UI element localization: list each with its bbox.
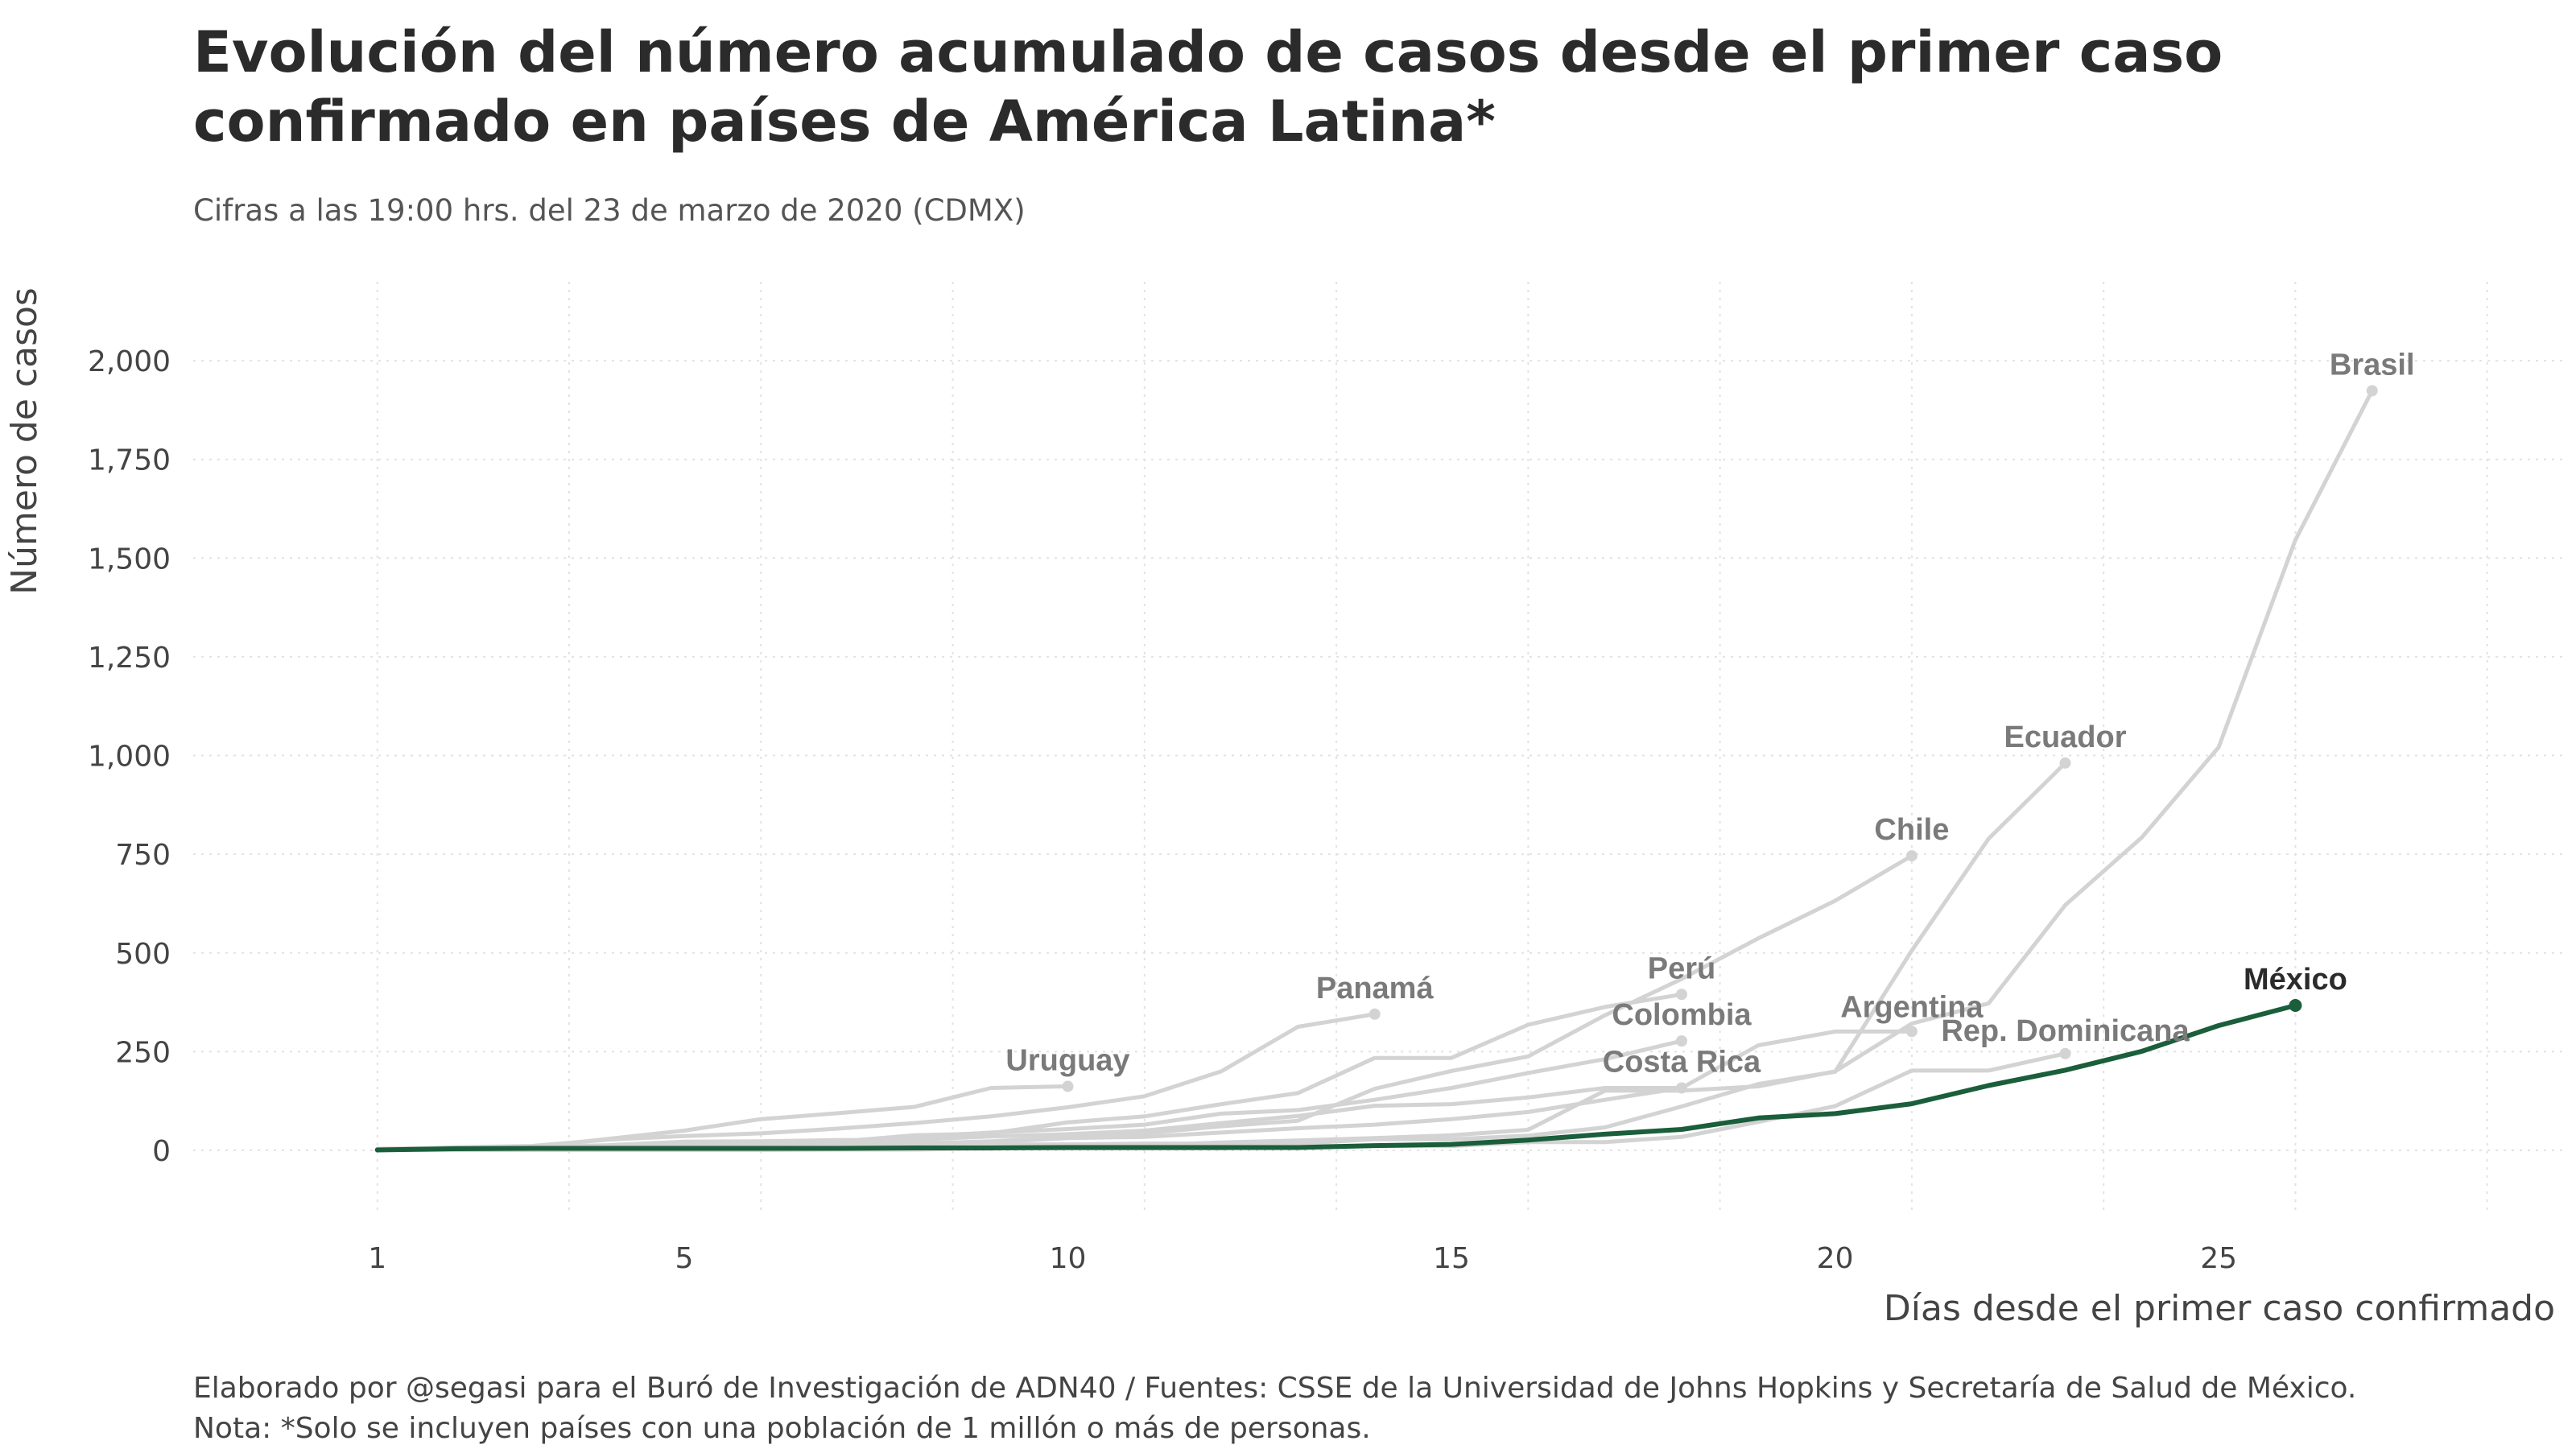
y-tick-label: 500 xyxy=(115,938,171,971)
caption-credits: Elaborado por @segasi para el Buró de In… xyxy=(193,1372,2357,1405)
endpoint-mexico xyxy=(2289,998,2302,1012)
series-labels: Uruguay Panamá Perú Colombia Costa Rica Chile… xyxy=(1005,348,2414,1079)
y-tick-label: 2,000 xyxy=(88,345,171,378)
x-axis-title: Días desde el primer caso confirmado xyxy=(1884,1288,2555,1329)
endpoint-ecuador xyxy=(2059,757,2071,769)
x-tick-label: 10 xyxy=(1050,1242,1087,1275)
endpoint-costa-rica xyxy=(1675,1082,1687,1094)
series-line-panama xyxy=(375,1012,1377,1152)
chart-subtitle: Cifras a las 19:00 hrs. del 23 de marzo … xyxy=(193,193,1026,228)
series-label-costa-rica: Costa Rica xyxy=(1603,1045,1761,1079)
x-tick-label: 5 xyxy=(675,1242,694,1275)
caption-note: Nota: *Solo se incluyen países con una p… xyxy=(193,1412,1371,1445)
series-line-ecuador xyxy=(375,761,2067,1152)
y-axis-title: Número de casos xyxy=(4,287,45,595)
series-lines xyxy=(374,388,2375,1153)
endpoint-brasil xyxy=(2366,385,2378,397)
grid-lines xyxy=(193,282,2564,1212)
y-tick-label: 750 xyxy=(115,839,171,872)
x-axis-ticks: 1 5 10 15 20 25 xyxy=(368,1242,2237,1275)
endpoint-argentina xyxy=(1905,1026,1918,1038)
series-label-chile: Chile xyxy=(1874,813,1949,847)
endpoint-uruguay xyxy=(1062,1080,1074,1092)
x-tick-label: 1 xyxy=(368,1242,386,1275)
series-label-colombia: Colombia xyxy=(1612,998,1752,1032)
chart-title: Evolución del número acumulado de casos … xyxy=(193,19,2223,155)
x-tick-label: 25 xyxy=(2200,1242,2237,1275)
y-tick-label: 0 xyxy=(152,1135,171,1168)
series-label-panama: Panamá xyxy=(1316,972,1435,1005)
endpoint-chile xyxy=(1905,850,1918,862)
series-label-ecuador: Ecuador xyxy=(2004,720,2126,754)
endpoint-peru xyxy=(1675,989,1687,1001)
endpoint-colombia xyxy=(1675,1035,1687,1047)
y-tick-label: 1,000 xyxy=(88,741,171,774)
y-tick-label: 1,500 xyxy=(88,543,171,576)
x-tick-label: 15 xyxy=(1433,1242,1470,1275)
series-label-rep-dominicana: Rep. Dominicana xyxy=(1941,1014,2190,1048)
series-line-mexico xyxy=(374,1003,2298,1153)
y-tick-label: 1,250 xyxy=(88,642,171,675)
y-tick-label: 1,750 xyxy=(88,444,171,477)
x-tick-label: 20 xyxy=(1817,1242,1854,1275)
series-label-mexico: México xyxy=(2244,963,2347,997)
series-label-argentina: Argentina xyxy=(1840,990,1984,1024)
series-label-brasil: Brasil xyxy=(2330,348,2415,382)
series-label-peru: Perú xyxy=(1648,952,1715,985)
y-axis-ticks: 0 250 500 750 1,000 1,250 1,500 1,750 2,000 xyxy=(88,345,171,1168)
endpoint-panama xyxy=(1368,1008,1381,1020)
series-endpoints xyxy=(1062,385,2378,1094)
caption: Elaborado por @segasi para el Buró de In… xyxy=(193,1368,2356,1449)
endpoint-rep-dominicana xyxy=(2059,1047,2071,1059)
y-tick-label: 250 xyxy=(115,1036,171,1069)
series-label-uruguay: Uruguay xyxy=(1005,1044,1129,1078)
